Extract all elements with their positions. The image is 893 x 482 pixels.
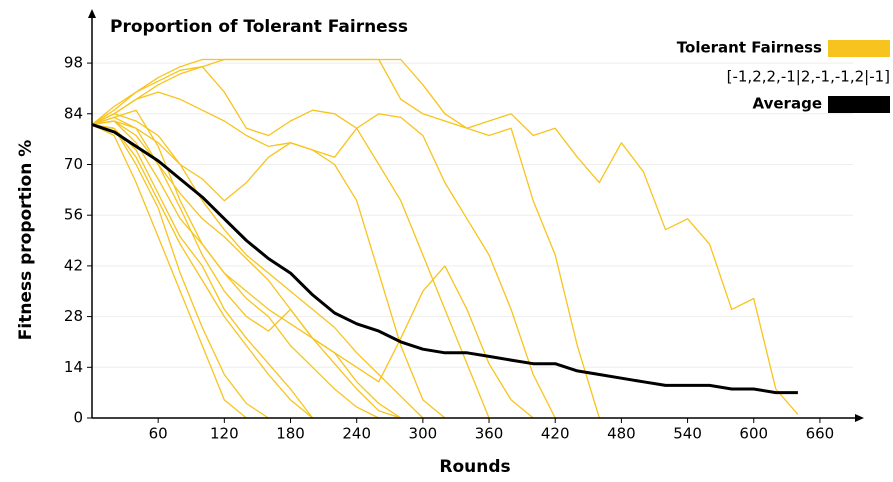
average-line (91, 123, 798, 395)
x-tick-label: 660 (806, 425, 835, 443)
run-line (91, 120, 446, 419)
x-tick-label: 240 (342, 425, 371, 443)
x-axis-arrow (855, 414, 864, 422)
plot-area (91, 58, 853, 419)
x-tick-label: 480 (607, 425, 636, 443)
y-tick-label: 98 (64, 54, 83, 72)
run-line (91, 123, 269, 419)
y-tick-label: 56 (64, 206, 83, 224)
y-axis-arrow (88, 9, 96, 18)
run-line (91, 91, 490, 419)
run-line (91, 120, 402, 419)
x-tick-label: 300 (409, 425, 438, 443)
legend-label: Average (753, 95, 822, 113)
run-line (91, 116, 402, 419)
y-tick-label: 70 (64, 155, 83, 173)
x-axis-label: Rounds (439, 457, 510, 477)
y-tick-label: 84 (64, 104, 83, 122)
legend-swatch (828, 40, 890, 57)
legend: Tolerant Fairness [-1,2,2,-1|2,-1,-1,2|-… (677, 39, 890, 113)
run-line (91, 66, 556, 419)
x-tick-label: 120 (210, 425, 239, 443)
y-tick-label: 42 (64, 256, 83, 274)
legend-label: Tolerant Fairness (677, 39, 822, 57)
run-line (91, 123, 314, 419)
x-tick-label: 600 (739, 425, 768, 443)
x-tick-label: 180 (276, 425, 305, 443)
y-tick-label: 0 (73, 409, 83, 427)
x-tick-label: 60 (149, 425, 168, 443)
legend-swatch (828, 96, 890, 113)
x-tick-label: 420 (541, 425, 570, 443)
y-tick-label: 14 (64, 358, 83, 376)
chart-title: Proportion of Tolerant Fairness (110, 17, 408, 37)
x-tick-label: 360 (475, 425, 504, 443)
run-line (91, 58, 799, 415)
y-axis-label: Fitness proportion % (16, 140, 36, 341)
x-tick-label: 540 (673, 425, 702, 443)
run-line (91, 109, 534, 419)
run-line (91, 124, 247, 419)
run-line (91, 123, 314, 419)
y-tick-label: 28 (64, 307, 83, 325)
legend-note: [-1,2,2,-1|2,-1,-1,2|-1] (727, 68, 890, 86)
run-line (91, 58, 600, 419)
